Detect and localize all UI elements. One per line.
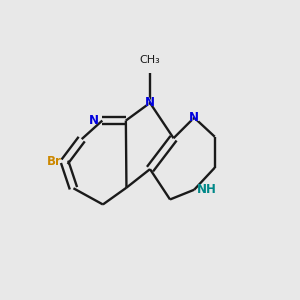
Text: N: N: [89, 114, 99, 127]
Text: Br: Br: [47, 155, 62, 168]
Text: N: N: [189, 111, 199, 124]
Text: N: N: [88, 114, 99, 127]
Text: N: N: [145, 96, 155, 110]
Text: CH₃: CH₃: [140, 55, 160, 65]
Text: N: N: [144, 96, 156, 110]
Text: Br: Br: [45, 155, 62, 168]
Text: N: N: [189, 111, 200, 124]
Text: NH: NH: [197, 183, 217, 196]
Text: NH: NH: [197, 183, 219, 196]
